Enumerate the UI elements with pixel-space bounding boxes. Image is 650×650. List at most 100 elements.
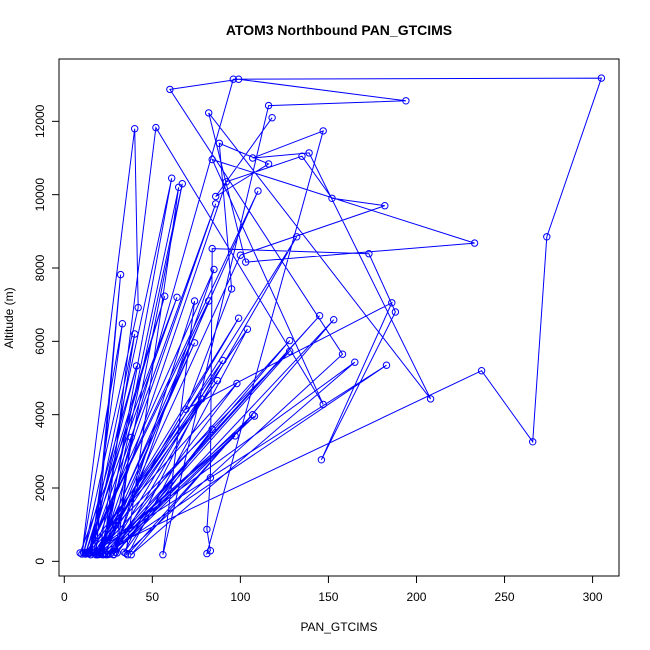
data-point [381, 202, 389, 210]
data-point [330, 316, 338, 324]
x-tick-label: 300 [583, 590, 603, 604]
data-point [250, 412, 259, 420]
data-point [102, 550, 111, 558]
data-point [382, 361, 391, 369]
data-point [543, 233, 551, 241]
data-point [206, 474, 215, 482]
x-tick-label: 0 [61, 590, 68, 604]
data-point [236, 251, 245, 259]
data-point [286, 336, 294, 345]
data-point [229, 75, 238, 83]
data-point [175, 183, 183, 192]
x-tick-label: 200 [406, 590, 426, 604]
data-point [268, 114, 276, 122]
y-tick-label: 6000 [33, 328, 47, 355]
x-tick-label: 50 [146, 590, 160, 604]
data-point [243, 325, 252, 333]
data-point [388, 299, 396, 307]
plot-area [76, 74, 606, 559]
data-point [319, 127, 327, 135]
chart-title: ATOM3 Northbound PAN_GTCIMS [226, 22, 452, 38]
y-axis: 0 2000 4000 6000 8000 10000 12000 [33, 104, 60, 565]
data-point [234, 75, 243, 83]
data-point [166, 85, 174, 94]
data-point [134, 303, 142, 312]
data-point [402, 97, 410, 105]
data-point [111, 521, 120, 530]
data-point [298, 152, 306, 160]
data-point [208, 155, 216, 164]
x-axis: 0 50 100 150 200 250 300 [61, 575, 603, 604]
data-point [286, 347, 294, 355]
data-point [205, 109, 213, 117]
data-point [213, 376, 222, 385]
y-axis-label: Altitude (m) [2, 287, 16, 348]
data-point [120, 548, 128, 556]
data-point [319, 400, 327, 409]
x-tick-label: 150 [318, 590, 338, 604]
y-tick-label: 4000 [33, 401, 47, 428]
data-point [254, 187, 262, 195]
data-point [197, 395, 206, 403]
data-point [305, 149, 313, 157]
data-point [219, 356, 227, 365]
x-tick-label: 250 [495, 590, 515, 604]
data-point [131, 330, 139, 338]
y-tick-label: 12000 [33, 104, 47, 138]
data-point [122, 549, 130, 557]
data-point [127, 433, 135, 442]
data-point [118, 320, 127, 328]
data-point [597, 74, 606, 82]
data-point [212, 200, 220, 208]
data-point [182, 405, 190, 413]
data-point [227, 285, 236, 293]
y-tick-label: 0 [33, 558, 47, 565]
data-point [426, 395, 435, 403]
data-point [222, 178, 231, 186]
data-point [111, 548, 120, 556]
data-point [328, 194, 336, 203]
data-point [351, 358, 359, 366]
data-point [264, 101, 273, 110]
data-point [215, 139, 224, 148]
data-point [131, 125, 139, 133]
data-point [132, 362, 141, 370]
data-point [159, 551, 167, 559]
data-point [477, 367, 486, 375]
data-point [208, 425, 216, 433]
data-point [391, 308, 400, 316]
data-point [161, 292, 169, 300]
y-tick-label: 10000 [33, 178, 47, 212]
x-axis-label: PAN_GTCIMS [300, 620, 377, 634]
y-tick-label: 8000 [33, 254, 47, 281]
data-point [212, 192, 220, 201]
data-point [206, 547, 215, 555]
x-tick-label: 100 [230, 590, 250, 604]
data-point [205, 297, 213, 305]
data-point [94, 550, 102, 558]
data-point [203, 525, 211, 534]
data-point [116, 270, 125, 279]
data-point [99, 551, 107, 559]
data-point [338, 350, 347, 358]
data-point [78, 550, 86, 558]
data-point [152, 123, 160, 132]
data-point [168, 174, 176, 182]
series-line [79, 77, 603, 557]
data-point [234, 314, 243, 322]
data-point [233, 379, 241, 388]
data-point [315, 312, 324, 320]
data-point [127, 551, 135, 559]
data-point [190, 339, 199, 347]
data-point [470, 239, 479, 247]
data-point [88, 549, 97, 557]
data-point [173, 293, 181, 301]
plot-frame [58, 58, 620, 577]
data-point [109, 550, 118, 559]
data-point [210, 265, 218, 274]
data-point [190, 297, 199, 305]
data-point [231, 432, 239, 440]
data-point [264, 160, 273, 168]
data-point [529, 438, 537, 446]
